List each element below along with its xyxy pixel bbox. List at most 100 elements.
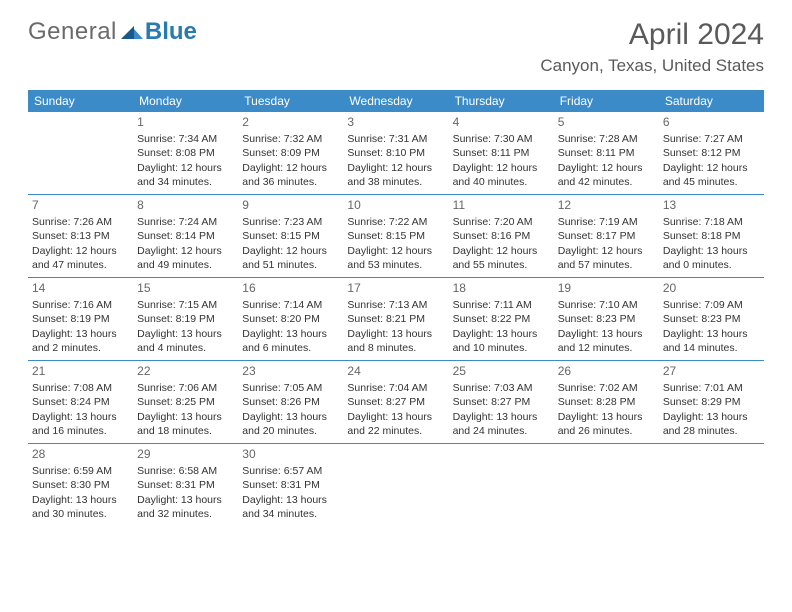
day-number: 8 (137, 197, 234, 213)
sunset-line: Sunset: 8:27 PM (453, 395, 550, 409)
daylight-line: Daylight: 12 hours and 40 minutes. (453, 161, 550, 189)
daylight-line: Daylight: 12 hours and 49 minutes. (137, 244, 234, 272)
sunset-line: Sunset: 8:29 PM (663, 395, 760, 409)
day-cell: 20 Sunrise: 7:09 AMSunset: 8:23 PMDayligh… (659, 278, 764, 360)
sunset-line: Sunset: 8:22 PM (453, 312, 550, 326)
day-number: 21 (32, 363, 129, 379)
daylight-line: Daylight: 13 hours and 24 minutes. (453, 410, 550, 438)
day-cell: 22Sunrise: 7:06 AMSunset: 8:25 PMDayligh… (133, 361, 238, 443)
empty-cell (449, 444, 554, 526)
sunset-line: Sunset: 8:15 PM (347, 229, 444, 243)
day-cell: 7Sunrise: 7:26 AMSunset: 8:13 PMDaylight… (28, 195, 133, 277)
sunset-line: Sunset: 8:30 PM (32, 478, 129, 492)
daylight-line: Daylight: 13 hours and 34 minutes. (242, 493, 339, 521)
sunset-line: Sunset: 8:17 PM (558, 229, 655, 243)
day-number: 3 (347, 114, 444, 130)
sunset-line: Sunset: 8:21 PM (347, 312, 444, 326)
sunrise-line: Sunrise: 7:23 AM (242, 215, 339, 229)
day-cell: 11Sunrise: 7:20 AMSunset: 8:16 PMDayligh… (449, 195, 554, 277)
sunrise-line: Sunrise: 7:02 AM (558, 381, 655, 395)
daylight-line: Daylight: 13 hours and 12 minutes. (558, 327, 655, 355)
empty-cell (343, 444, 448, 526)
logo-text-general: General (28, 18, 117, 46)
day-cell: 4Sunrise: 7:30 AMSunset: 8:11 PMDaylight… (449, 112, 554, 194)
daylight-line: Daylight: 13 hours and 16 minutes. (32, 410, 129, 438)
day-cell: 6Sunrise: 7:27 AMSunset: 8:12 PMDaylight… (659, 112, 764, 194)
sunset-line: Sunset: 8:25 PM (137, 395, 234, 409)
daylight-line: Daylight: 13 hours and 4 minutes. (137, 327, 234, 355)
day-number: 14 (32, 280, 129, 296)
sunrise-line: Sunrise: 7:15 AM (137, 298, 234, 312)
empty-cell (659, 444, 764, 526)
sunrise-line: Sunrise: 7:24 AM (137, 215, 234, 229)
day-cell: 16Sunrise: 7:14 AMSunset: 8:20 PMDayligh… (238, 278, 343, 360)
day-cell: 9Sunrise: 7:23 AMSunset: 8:15 PMDaylight… (238, 195, 343, 277)
header: General Blue April 2024 Canyon, Texas, U… (0, 0, 792, 84)
weekday-header: Saturday (659, 90, 764, 112)
sunset-line: Sunset: 8:14 PM (137, 229, 234, 243)
day-cell: 18Sunrise: 7:11 AMSunset: 8:22 PMDayligh… (449, 278, 554, 360)
sunrise-line: Sunrise: 7:31 AM (347, 132, 444, 146)
sunset-line: Sunset: 8:19 PM (32, 312, 129, 326)
sunset-line: Sunset: 8:23 PM (663, 312, 760, 326)
sunrise-line: Sunrise: 7:30 AM (453, 132, 550, 146)
daylight-line: Daylight: 13 hours and 22 minutes. (347, 410, 444, 438)
sunrise-line: Sunrise: 7:11 AM (453, 298, 550, 312)
sunrise-line: Sunrise: 7:26 AM (32, 215, 129, 229)
day-number: 12 (558, 197, 655, 213)
sunrise-line: Sunrise: 7:08 AM (32, 381, 129, 395)
week-row: 21Sunrise: 7:08 AMSunset: 8:24 PMDayligh… (28, 361, 764, 444)
sunset-line: Sunset: 8:19 PM (137, 312, 234, 326)
day-cell: 23Sunrise: 7:05 AMSunset: 8:26 PMDayligh… (238, 361, 343, 443)
day-number: 17 (347, 280, 444, 296)
daylight-line: Daylight: 13 hours and 8 minutes. (347, 327, 444, 355)
sunrise-line: Sunrise: 7:20 AM (453, 215, 550, 229)
daylight-line: Daylight: 12 hours and 38 minutes. (347, 161, 444, 189)
sunset-line: Sunset: 8:27 PM (347, 395, 444, 409)
sunset-line: Sunset: 8:26 PM (242, 395, 339, 409)
sunrise-line: Sunrise: 7:09 AM (663, 298, 760, 312)
weekday-header: Monday (133, 90, 238, 112)
location-text: Canyon, Texas, United States (540, 56, 764, 76)
weekday-header-row: SundayMondayTuesdayWednesdayThursdayFrid… (28, 90, 764, 112)
sunrise-line: Sunrise: 7:01 AM (663, 381, 760, 395)
day-number: 1 (137, 114, 234, 130)
day-number: 28 (32, 446, 129, 462)
sunrise-line: Sunrise: 7:04 AM (347, 381, 444, 395)
day-number: 20 (663, 280, 760, 296)
day-cell: 25Sunrise: 7:03 AMSunset: 8:27 PMDayligh… (449, 361, 554, 443)
daylight-line: Daylight: 13 hours and 0 minutes. (663, 244, 760, 272)
day-cell: 5Sunrise: 7:28 AMSunset: 8:11 PMDaylight… (554, 112, 659, 194)
sunset-line: Sunset: 8:11 PM (453, 146, 550, 160)
day-cell: 26Sunrise: 7:02 AMSunset: 8:28 PMDayligh… (554, 361, 659, 443)
daylight-line: Daylight: 12 hours and 57 minutes. (558, 244, 655, 272)
day-number: 19 (558, 280, 655, 296)
daylight-line: Daylight: 13 hours and 14 minutes. (663, 327, 760, 355)
daylight-line: Daylight: 13 hours and 10 minutes. (453, 327, 550, 355)
sunrise-line: Sunrise: 7:13 AM (347, 298, 444, 312)
sunrise-line: Sunrise: 7:27 AM (663, 132, 760, 146)
sunrise-line: Sunrise: 7:18 AM (663, 215, 760, 229)
day-cell: 1Sunrise: 7:34 AMSunset: 8:08 PMDaylight… (133, 112, 238, 194)
daylight-line: Daylight: 13 hours and 26 minutes. (558, 410, 655, 438)
sunrise-line: Sunrise: 7:05 AM (242, 381, 339, 395)
day-cell: 19Sunrise: 7:10 AMSunset: 8:23 PMDayligh… (554, 278, 659, 360)
sunset-line: Sunset: 8:16 PM (453, 229, 550, 243)
sunrise-line: Sunrise: 6:57 AM (242, 464, 339, 478)
weeks-container: 1 Sunrise: 7:34 AMSunset: 8:08 PM Daylight… (28, 112, 764, 526)
day-number: 13 (663, 197, 760, 213)
daylight-line: Daylight: 13 hours and 32 minutes. (137, 493, 234, 521)
logo-triangle-icon (121, 23, 143, 44)
daylight-line: Daylight: 12 hours and 51 minutes. (242, 244, 339, 272)
empty-cell (554, 444, 659, 526)
day-cell: 21Sunrise: 7:08 AMSunset: 8:24 PMDayligh… (28, 361, 133, 443)
day-cell: 15Sunrise: 7:15 AMSunset: 8:19 PMDayligh… (133, 278, 238, 360)
day-number: 22 (137, 363, 234, 379)
daylight-line: Daylight: 12 hours and 53 minutes. (347, 244, 444, 272)
day-cell: 8 Sunrise: 7:24 AMSunset: 8:14 PMDaylight… (133, 195, 238, 277)
daylight-line: Daylight: 13 hours and 30 minutes. (32, 493, 129, 521)
sunset-line: Sunset: 8:09 PM (242, 146, 339, 160)
day-cell: 14Sunrise: 7:16 AMSunset: 8:19 PMDayligh… (28, 278, 133, 360)
sunrise-line: Sunrise: 7:34 AM (137, 132, 234, 146)
sunset-line: Sunset: 8:08 PM (137, 146, 234, 160)
